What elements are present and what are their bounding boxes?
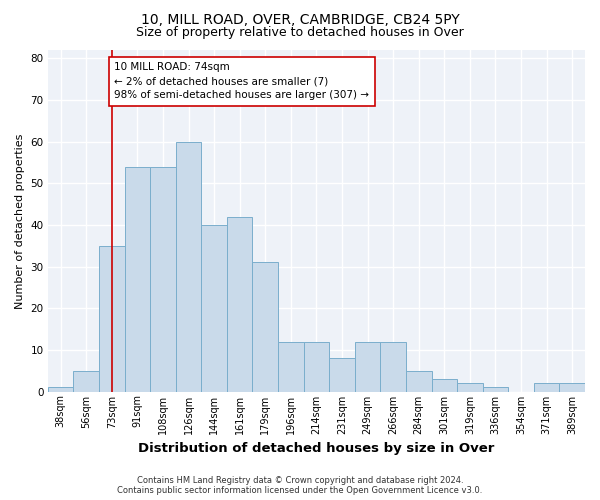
- Text: Contains HM Land Registry data © Crown copyright and database right 2024.
Contai: Contains HM Land Registry data © Crown c…: [118, 476, 482, 495]
- Bar: [431, 379, 457, 392]
- Bar: [202, 225, 227, 392]
- Bar: [125, 166, 150, 392]
- Bar: [482, 388, 508, 392]
- Text: 10 MILL ROAD: 74sqm
← 2% of detached houses are smaller (7)
98% of semi-detached: 10 MILL ROAD: 74sqm ← 2% of detached hou…: [115, 62, 370, 100]
- Bar: [406, 371, 431, 392]
- Bar: [253, 262, 278, 392]
- Bar: [73, 371, 99, 392]
- X-axis label: Distribution of detached houses by size in Over: Distribution of detached houses by size …: [138, 442, 494, 455]
- Bar: [304, 342, 329, 392]
- Y-axis label: Number of detached properties: Number of detached properties: [15, 133, 25, 308]
- Bar: [278, 342, 304, 392]
- Bar: [380, 342, 406, 392]
- Text: 10, MILL ROAD, OVER, CAMBRIDGE, CB24 5PY: 10, MILL ROAD, OVER, CAMBRIDGE, CB24 5PY: [140, 12, 460, 26]
- Bar: [559, 384, 585, 392]
- Bar: [329, 358, 355, 392]
- Bar: [99, 246, 125, 392]
- Bar: [227, 216, 253, 392]
- Bar: [176, 142, 202, 392]
- Text: Size of property relative to detached houses in Over: Size of property relative to detached ho…: [136, 26, 464, 39]
- Bar: [150, 166, 176, 392]
- Bar: [534, 384, 559, 392]
- Bar: [457, 384, 482, 392]
- Bar: [355, 342, 380, 392]
- Bar: [48, 388, 73, 392]
